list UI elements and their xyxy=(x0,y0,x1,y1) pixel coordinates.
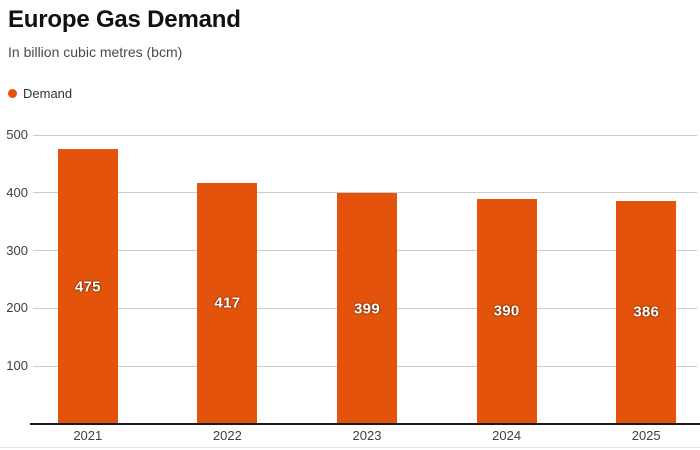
x-tick-label-2022: 2022 xyxy=(212,428,242,443)
chart-title: Europe Gas Demand xyxy=(8,6,241,33)
chart-subtitle: In billion cubic metres (bcm) xyxy=(8,44,183,60)
x-axis-line xyxy=(30,423,700,425)
gridline-500 xyxy=(33,134,697,136)
bar-2023: 399 xyxy=(337,193,397,424)
y-tick-label-100: 100 xyxy=(6,358,28,374)
bar-2024: 390 xyxy=(476,198,537,424)
bar-value-label-2023: 399 xyxy=(354,300,380,318)
x-tick-label-2021: 2021 xyxy=(73,428,103,443)
bar-value-label-2021: 475 xyxy=(74,278,101,296)
bottom-border xyxy=(0,447,700,448)
y-tick-label-300: 300 xyxy=(6,242,28,258)
y-tick-label-400: 400 xyxy=(6,184,28,200)
legend-label: Demand xyxy=(23,86,73,101)
plot-area: 100 200 300 400 500 475 417 399 390 386 xyxy=(0,127,700,425)
bar-value-label-2022: 417 xyxy=(214,294,241,312)
x-tick-label-2024: 2024 xyxy=(492,428,522,443)
legend: Demand xyxy=(8,86,72,101)
bar-value-label-2025: 386 xyxy=(633,303,660,321)
bar-value-label-2024: 390 xyxy=(493,302,520,320)
bar-2021: 475 xyxy=(57,149,118,424)
bar-2025: 386 xyxy=(616,200,677,424)
gridline-400 xyxy=(33,192,697,194)
x-tick-label-2023: 2023 xyxy=(352,428,382,443)
x-tick-label-2025: 2025 xyxy=(631,428,661,443)
y-tick-label-200: 200 xyxy=(6,300,28,316)
y-tick-label-500: 500 xyxy=(6,127,28,142)
legend-dot-icon xyxy=(8,89,17,98)
bar-2022: 417 xyxy=(197,182,258,424)
